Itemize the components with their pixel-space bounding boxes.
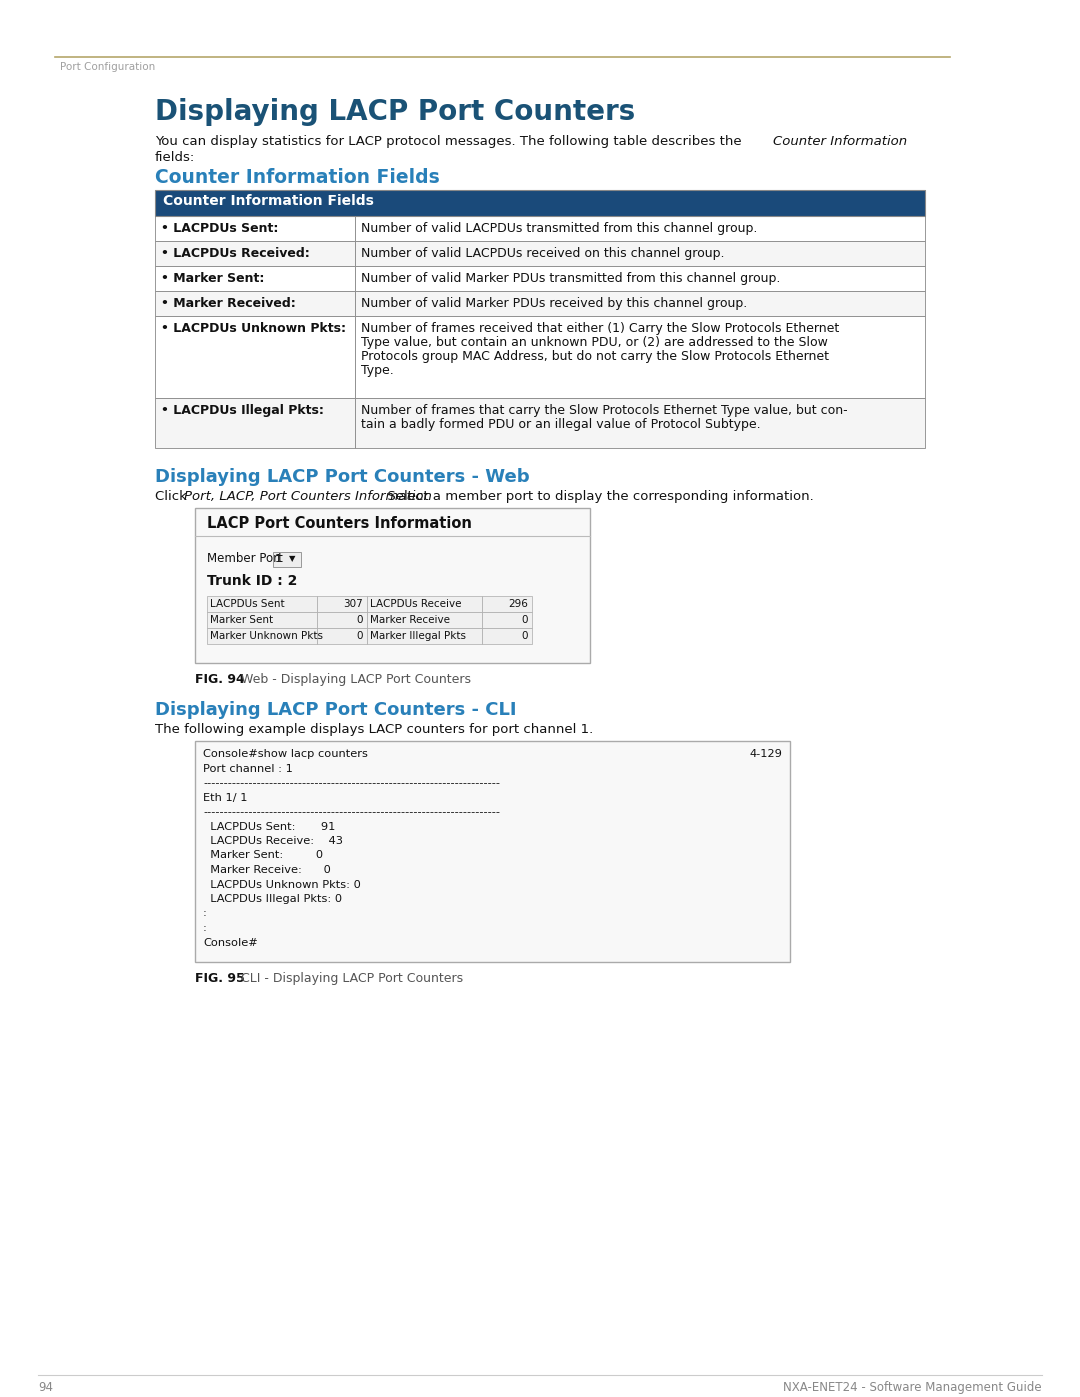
Bar xyxy=(355,217,924,242)
Text: LACPDUs Receive: LACPDUs Receive xyxy=(370,599,461,609)
Text: Number of valid LACPDUs transmitted from this channel group.: Number of valid LACPDUs transmitted from… xyxy=(361,222,757,235)
Bar xyxy=(367,612,482,629)
Text: tain a badly formed PDU or an illegal value of Protocol Subtype.: tain a badly formed PDU or an illegal va… xyxy=(361,418,760,432)
Text: Marker Illegal Pkts: Marker Illegal Pkts xyxy=(370,631,465,641)
Bar xyxy=(355,316,924,398)
Bar xyxy=(156,398,355,448)
Text: Counter Information Fields: Counter Information Fields xyxy=(156,168,440,187)
Bar xyxy=(482,612,532,629)
Text: Type value, but contain an unknown PDU, or (2) are addressed to the Slow: Type value, but contain an unknown PDU, … xyxy=(361,337,828,349)
Bar xyxy=(367,597,482,612)
Bar xyxy=(195,509,590,664)
Bar xyxy=(355,242,924,265)
Text: • LACPDUs Illegal Pkts:: • LACPDUs Illegal Pkts: xyxy=(161,404,324,416)
Text: Number of frames received that either (1) Carry the Slow Protocols Ethernet: Number of frames received that either (1… xyxy=(361,321,839,335)
Bar xyxy=(273,552,301,567)
Text: Displaying LACP Port Counters - CLI: Displaying LACP Port Counters - CLI xyxy=(156,701,516,719)
Bar xyxy=(156,291,355,316)
Text: FIG. 95: FIG. 95 xyxy=(195,972,245,985)
Bar xyxy=(482,597,532,612)
Bar xyxy=(367,629,482,644)
Text: LACPDUs Sent:       91: LACPDUs Sent: 91 xyxy=(203,821,336,831)
Text: 94: 94 xyxy=(38,1382,53,1394)
Bar xyxy=(318,597,367,612)
Bar xyxy=(318,612,367,629)
Bar xyxy=(318,629,367,644)
Text: Protocols group MAC Address, but do not carry the Slow Protocols Ethernet: Protocols group MAC Address, but do not … xyxy=(361,351,829,363)
Text: Port, LACP, Port Counters Information: Port, LACP, Port Counters Information xyxy=(184,490,432,503)
Text: Counter Information: Counter Information xyxy=(773,136,907,148)
Text: Number of valid Marker PDUs transmitted from this channel group.: Number of valid Marker PDUs transmitted … xyxy=(361,272,781,285)
Text: • LACPDUs Sent:: • LACPDUs Sent: xyxy=(161,222,279,235)
Text: fields:: fields: xyxy=(156,151,195,163)
Text: Displaying LACP Port Counters - Web: Displaying LACP Port Counters - Web xyxy=(156,468,529,486)
Bar xyxy=(207,597,318,612)
Text: ------------------------------------------------------------------------: ----------------------------------------… xyxy=(203,778,500,788)
Text: Click: Click xyxy=(156,490,191,503)
Bar xyxy=(156,242,355,265)
Text: 0: 0 xyxy=(522,631,528,641)
Text: Marker Receive:      0: Marker Receive: 0 xyxy=(203,865,330,875)
Text: Trunk ID : 2: Trunk ID : 2 xyxy=(207,574,297,588)
Bar xyxy=(156,316,355,398)
Text: Member Port: Member Port xyxy=(207,552,283,564)
Text: 1: 1 xyxy=(275,555,282,564)
Text: The following example displays LACP counters for port channel 1.: The following example displays LACP coun… xyxy=(156,724,593,736)
Bar xyxy=(207,629,318,644)
Text: Eth 1/ 1: Eth 1/ 1 xyxy=(203,792,247,802)
Text: Number of frames that carry the Slow Protocols Ethernet Type value, but con-: Number of frames that carry the Slow Pro… xyxy=(361,404,848,416)
Text: . Select a member port to display the corresponding information.: . Select a member port to display the co… xyxy=(379,490,813,503)
Bar xyxy=(156,190,924,217)
Text: Displaying LACP Port Counters: Displaying LACP Port Counters xyxy=(156,98,635,126)
Bar xyxy=(195,740,789,963)
Text: • LACPDUs Unknown Pkts:: • LACPDUs Unknown Pkts: xyxy=(161,321,346,335)
Text: FIG. 94: FIG. 94 xyxy=(195,673,245,686)
Text: ------------------------------------------------------------------------: ----------------------------------------… xyxy=(203,807,500,817)
Text: • Marker Sent:: • Marker Sent: xyxy=(161,272,265,285)
Text: Number of valid LACPDUs received on this channel group.: Number of valid LACPDUs received on this… xyxy=(361,247,725,260)
Text: ▼: ▼ xyxy=(289,555,296,563)
Text: :: : xyxy=(203,908,207,918)
Text: LACPDUs Sent: LACPDUs Sent xyxy=(210,599,285,609)
Text: Marker Receive: Marker Receive xyxy=(370,615,450,624)
Text: 296: 296 xyxy=(508,599,528,609)
Text: 0: 0 xyxy=(356,631,363,641)
Text: Counter Information Fields: Counter Information Fields xyxy=(163,194,374,208)
Text: Marker Sent: Marker Sent xyxy=(210,615,273,624)
Text: 4-129: 4-129 xyxy=(750,749,782,759)
Bar xyxy=(355,291,924,316)
Bar xyxy=(355,398,924,448)
Bar xyxy=(355,265,924,291)
Text: LACPDUs Illegal Pkts: 0: LACPDUs Illegal Pkts: 0 xyxy=(203,894,342,904)
Text: CLI - Displaying LACP Port Counters: CLI - Displaying LACP Port Counters xyxy=(233,972,463,985)
Text: LACPDUs Receive:    43: LACPDUs Receive: 43 xyxy=(203,835,343,847)
Text: Web - Displaying LACP Port Counters: Web - Displaying LACP Port Counters xyxy=(233,673,471,686)
Bar xyxy=(156,217,355,242)
Text: You can display statistics for LACP protocol messages. The following table descr: You can display statistics for LACP prot… xyxy=(156,136,746,148)
Text: Marker Unknown Pkts: Marker Unknown Pkts xyxy=(210,631,323,641)
Text: Number of valid Marker PDUs received by this channel group.: Number of valid Marker PDUs received by … xyxy=(361,298,747,310)
Text: LACPDUs Unknown Pkts: 0: LACPDUs Unknown Pkts: 0 xyxy=(203,880,361,890)
Text: Type.: Type. xyxy=(361,365,394,377)
Text: :: : xyxy=(203,923,207,933)
Text: LACP Port Counters Information: LACP Port Counters Information xyxy=(207,515,472,531)
Text: 0: 0 xyxy=(522,615,528,624)
Text: • Marker Received:: • Marker Received: xyxy=(161,298,296,310)
Text: 307: 307 xyxy=(343,599,363,609)
Bar xyxy=(207,612,318,629)
Text: Marker Sent:         0: Marker Sent: 0 xyxy=(203,851,323,861)
Text: Port channel : 1: Port channel : 1 xyxy=(203,764,293,774)
Text: • LACPDUs Received:: • LACPDUs Received: xyxy=(161,247,310,260)
Bar xyxy=(482,629,532,644)
Text: Port Configuration: Port Configuration xyxy=(60,61,156,73)
Text: Console#show lacp counters: Console#show lacp counters xyxy=(203,749,368,759)
Text: NXA-ENET24 - Software Management Guide: NXA-ENET24 - Software Management Guide xyxy=(783,1382,1042,1394)
Bar xyxy=(156,265,355,291)
Text: 0: 0 xyxy=(356,615,363,624)
Text: Console#: Console# xyxy=(203,937,258,947)
